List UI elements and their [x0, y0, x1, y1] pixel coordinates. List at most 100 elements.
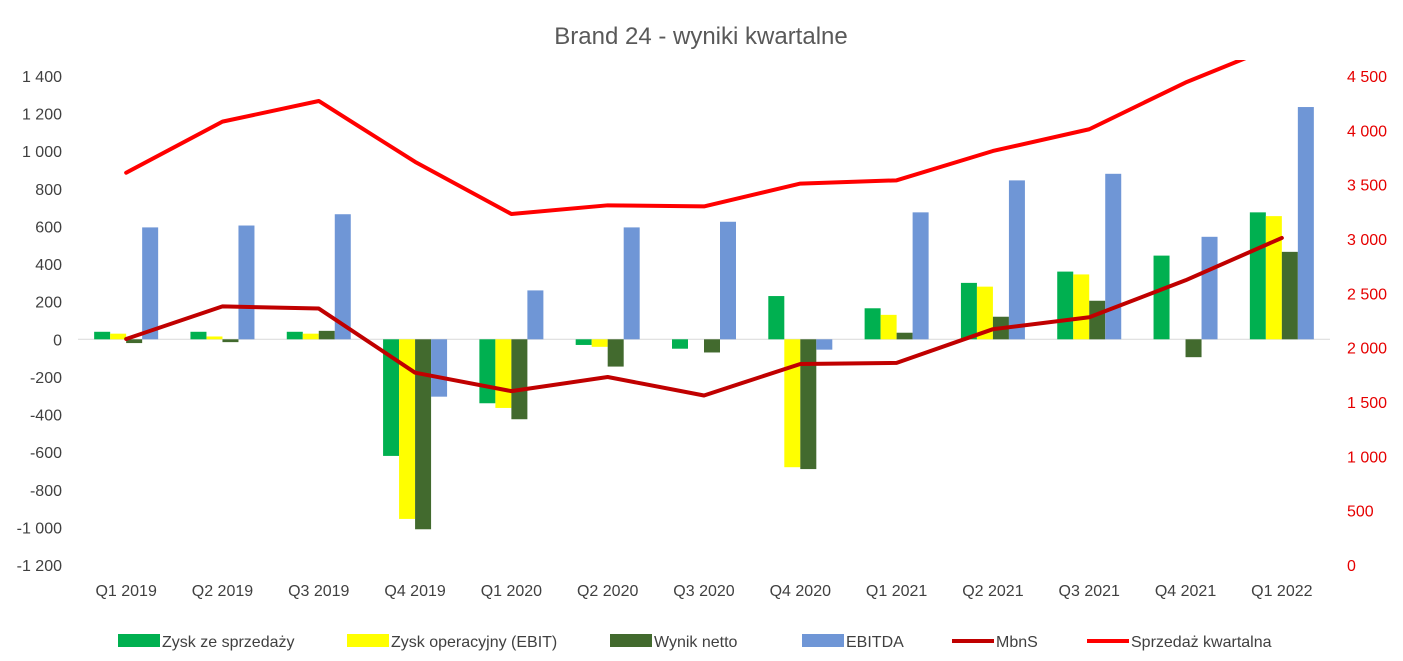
- bar: [383, 339, 400, 456]
- y-right-tick-label: 2 000: [1347, 341, 1387, 358]
- x-tick-label: Q4 2019: [384, 583, 445, 600]
- y-right-tick-label: 1 500: [1347, 395, 1387, 412]
- bar: [110, 333, 127, 340]
- bar: [800, 339, 817, 470]
- y-left-tick-label: 800: [35, 182, 62, 199]
- bar: [1008, 180, 1025, 340]
- y-left-tick-label: 600: [35, 219, 62, 236]
- y-right-tick-label: 2 500: [1347, 286, 1387, 303]
- x-tick-label: Q1 2021: [866, 583, 927, 600]
- bar: [495, 339, 512, 408]
- bar: [415, 339, 432, 530]
- bar: [1153, 255, 1170, 340]
- legend-label: Sprzedaż kwartalna: [1131, 634, 1272, 651]
- left-axis: 1 400 1 200 1 000 800 600 400 200 0 -200 -400 -600…: [17, 69, 62, 575]
- bar: [912, 212, 929, 340]
- bar: [672, 339, 688, 349]
- bar: [1089, 300, 1106, 340]
- x-tick-label: Q2 2021: [962, 583, 1023, 600]
- right-axis: 4 500 4 000 3 500 3 000 2 500 2 000 1 500 1 000…: [1347, 69, 1387, 575]
- legend-label: Zysk ze sprzedaży: [162, 634, 294, 651]
- legend-swatch: [802, 634, 844, 647]
- legend-swatch: [347, 634, 389, 647]
- x-tick-label: Q4 2021: [1155, 583, 1216, 600]
- y-left-tick-label: -1 200: [17, 558, 62, 575]
- bar: [1105, 173, 1122, 340]
- y-right-tick-label: 3 000: [1347, 232, 1387, 249]
- bar: [960, 282, 977, 340]
- bar: [1201, 236, 1218, 340]
- x-tick-label: Q1 2019: [95, 583, 156, 600]
- bar: [1073, 274, 1090, 340]
- bar: [511, 339, 528, 420]
- y-left-tick-label: 400: [35, 257, 62, 274]
- bar: [142, 227, 159, 340]
- bar: [318, 330, 335, 340]
- x-tick-label: Q3 2021: [1059, 583, 1120, 600]
- y-right-tick-label: 4 500: [1347, 69, 1387, 86]
- bar: [880, 314, 897, 340]
- bar: [1057, 271, 1074, 340]
- bar: [704, 339, 720, 353]
- y-right-tick-label: 4 000: [1347, 123, 1387, 140]
- y-left-tick-label: 0: [53, 332, 62, 349]
- bar: [479, 339, 496, 404]
- x-tick-label: Q4 2020: [770, 583, 831, 600]
- bar: [623, 227, 640, 340]
- x-tick-label: Q3 2020: [673, 583, 734, 600]
- bar: [334, 214, 351, 340]
- line-series-group: [124, 60, 1284, 398]
- bar-series-group: [94, 107, 1314, 530]
- bar: [238, 225, 255, 340]
- y-left-tick-label: -200: [30, 370, 62, 387]
- bar: [1281, 251, 1298, 340]
- x-tick-label: Q2 2019: [192, 583, 253, 600]
- x-axis: Q1 2019 Q2 2019 Q3 2019 Q4 2019 Q1 2020 Q2 20…: [95, 583, 1312, 600]
- bar: [591, 339, 608, 347]
- y-right-tick-label: 3 500: [1347, 178, 1387, 195]
- bar: [302, 333, 319, 340]
- bar: [399, 339, 416, 519]
- bar: [126, 339, 143, 344]
- bar: [816, 339, 833, 350]
- y-left-tick-label: -600: [30, 445, 62, 462]
- legend-label: MbnS: [996, 634, 1038, 651]
- y-right-tick-label: 0: [1347, 558, 1356, 575]
- bar: [206, 336, 223, 340]
- bar: [1297, 107, 1314, 340]
- x-tick-label: Q1 2020: [481, 583, 542, 600]
- legend-label: Wynik netto: [654, 634, 738, 651]
- y-left-tick-label: 1 000: [22, 144, 62, 161]
- y-right-tick-label: 1 000: [1347, 449, 1387, 466]
- x-tick-label: Q2 2020: [577, 583, 638, 600]
- y-left-tick-label: -800: [30, 483, 62, 500]
- bar: [720, 221, 736, 340]
- bar: [768, 296, 785, 340]
- bar: [527, 290, 544, 340]
- bar: [784, 339, 801, 468]
- bar: [431, 339, 448, 397]
- bar: [607, 339, 624, 367]
- bar: [976, 286, 993, 340]
- bar: [1185, 339, 1202, 358]
- legend-label: EBITDA: [846, 634, 904, 651]
- x-tick-label: Q3 2019: [288, 583, 349, 600]
- y-right-tick-label: 500: [1347, 504, 1374, 521]
- x-tick-label: Q1 2022: [1251, 583, 1312, 600]
- y-left-tick-label: 1 200: [22, 107, 62, 124]
- bar: [286, 331, 303, 340]
- bar: [94, 331, 111, 340]
- legend-label: Zysk operacyjny (EBIT): [391, 634, 557, 651]
- legend-swatch: [118, 634, 160, 647]
- bar: [896, 332, 913, 340]
- series-line: [124, 60, 1247, 217]
- chart-title: Brand 24 - wyniki kwartalne: [554, 23, 847, 50]
- bar: [190, 331, 207, 340]
- bar: [1265, 216, 1282, 340]
- y-left-tick-label: 1 400: [22, 69, 62, 86]
- bar: [222, 339, 239, 343]
- legend-swatch: [610, 634, 652, 647]
- y-left-tick-label: 200: [35, 295, 62, 312]
- y-left-tick-label: -400: [30, 408, 62, 425]
